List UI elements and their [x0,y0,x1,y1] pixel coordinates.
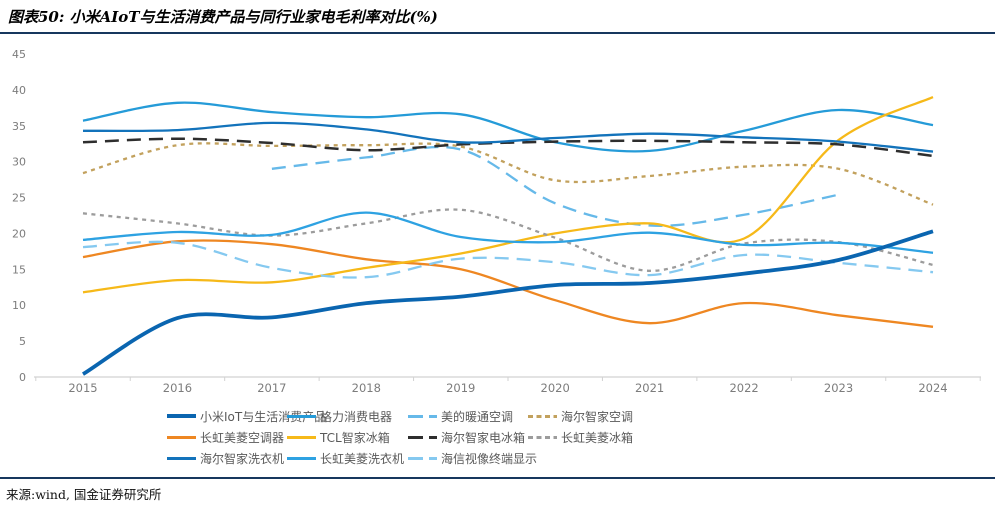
legend-swatch [408,435,437,439]
y-tick-label: 5 [19,335,26,348]
line-chart: 0 5 10 15 20 25 30 35 40 45 2015 2016 2017 2018 2019 20… [12,48,981,395]
legend-label: 海尔智家空调 [561,409,634,424]
series-line [82,121,934,153]
x-tick-label: 2016 [163,381,192,395]
x-tick-label: 2017 [257,381,286,395]
series-line [82,101,934,153]
y-tick-label: 20 [12,227,26,240]
legend-swatch [167,414,196,418]
figure-title: 图表50: 小米AIoT与生活消费产品与同行业家电毛利率对比(%) [8,8,438,26]
title-rule [0,32,995,34]
legend-item: 海信视像终端显示 [408,449,537,467]
y-tick-label: 35 [12,120,26,133]
legend-item: 海尔智家电冰箱 [408,428,525,446]
legend-item: 长虹美菱洗衣机 [287,449,404,467]
series-line [82,142,934,206]
legend-swatch [287,456,316,460]
legend-item: 小米IoT与生活消费产品 [167,407,326,425]
y-tick-label: 15 [12,263,26,276]
x-tick-label: 2019 [446,381,475,395]
y-tick-label: 10 [12,299,26,312]
legend-label: 长虹美菱空调器 [200,430,285,445]
x-tick-label: 2021 [635,381,664,395]
y-tick-label: 25 [12,192,26,205]
legend-item: 长虹美菱空调器 [167,428,284,446]
legend-label: 海信视像终端显示 [441,451,538,466]
x-tick-label: 2024 [918,381,947,395]
legend-item: TCL智家冰箱 [287,428,390,446]
chart-area: 0 5 10 15 20 25 30 35 40 45 2015 2016 2017 2018 2019 20… [0,38,995,473]
legend-swatch [408,414,437,418]
series-line [82,211,934,254]
series-line [82,208,934,272]
legend-swatch [287,435,316,439]
legend-item: 格力消费电器 [287,407,392,425]
series-line [271,145,839,227]
legend-item: 海尔智家空调 [528,407,633,425]
series-line [82,137,934,158]
legend-swatch [528,414,557,418]
legend-label: 长虹美菱洗衣机 [320,451,405,466]
legend-label: 海尔智家洗衣机 [200,451,285,466]
legend-label: TCL智家冰箱 [320,430,390,445]
series-line [82,96,934,294]
x-tick-label: 2018 [352,381,381,395]
legend-label: 小米IoT与生活消费产品 [200,409,327,424]
legend-item: 美的暖通空调 [408,407,513,425]
source-note: 来源:wind, 国金证券研究所 [6,487,162,502]
footer-rule [0,477,995,479]
x-tick-label: 2023 [824,381,853,395]
legend-item: 长虹美菱冰箱 [528,428,633,446]
y-tick-label: 30 [12,156,26,169]
chart-legend: 小米IoT与生活消费产品 格力消费电器 美的暖通空调 海尔智家空调长虹美菱空调器 TCL… [0,405,995,471]
legend-swatch [408,456,437,460]
series-line [82,240,934,279]
x-tick-label: 2022 [729,381,758,395]
legend-swatch [287,414,316,418]
legend-item: 海尔智家洗衣机 [167,449,284,467]
legend-swatch [167,435,196,439]
series-line [82,229,934,376]
series-line [82,239,934,328]
legend-label: 长虹美菱冰箱 [561,430,634,445]
legend-swatch [167,456,196,460]
x-tick-label: 2015 [68,381,97,395]
y-tick-label: 45 [12,48,26,61]
y-tick-label: 0 [19,371,26,384]
legend-label: 格力消费电器 [320,409,393,424]
y-tick-label: 40 [12,84,26,97]
legend-label: 海尔智家电冰箱 [441,430,526,445]
x-tick-label: 2020 [541,381,570,395]
legend-swatch [528,435,557,439]
legend-label: 美的暖通空调 [441,409,514,424]
